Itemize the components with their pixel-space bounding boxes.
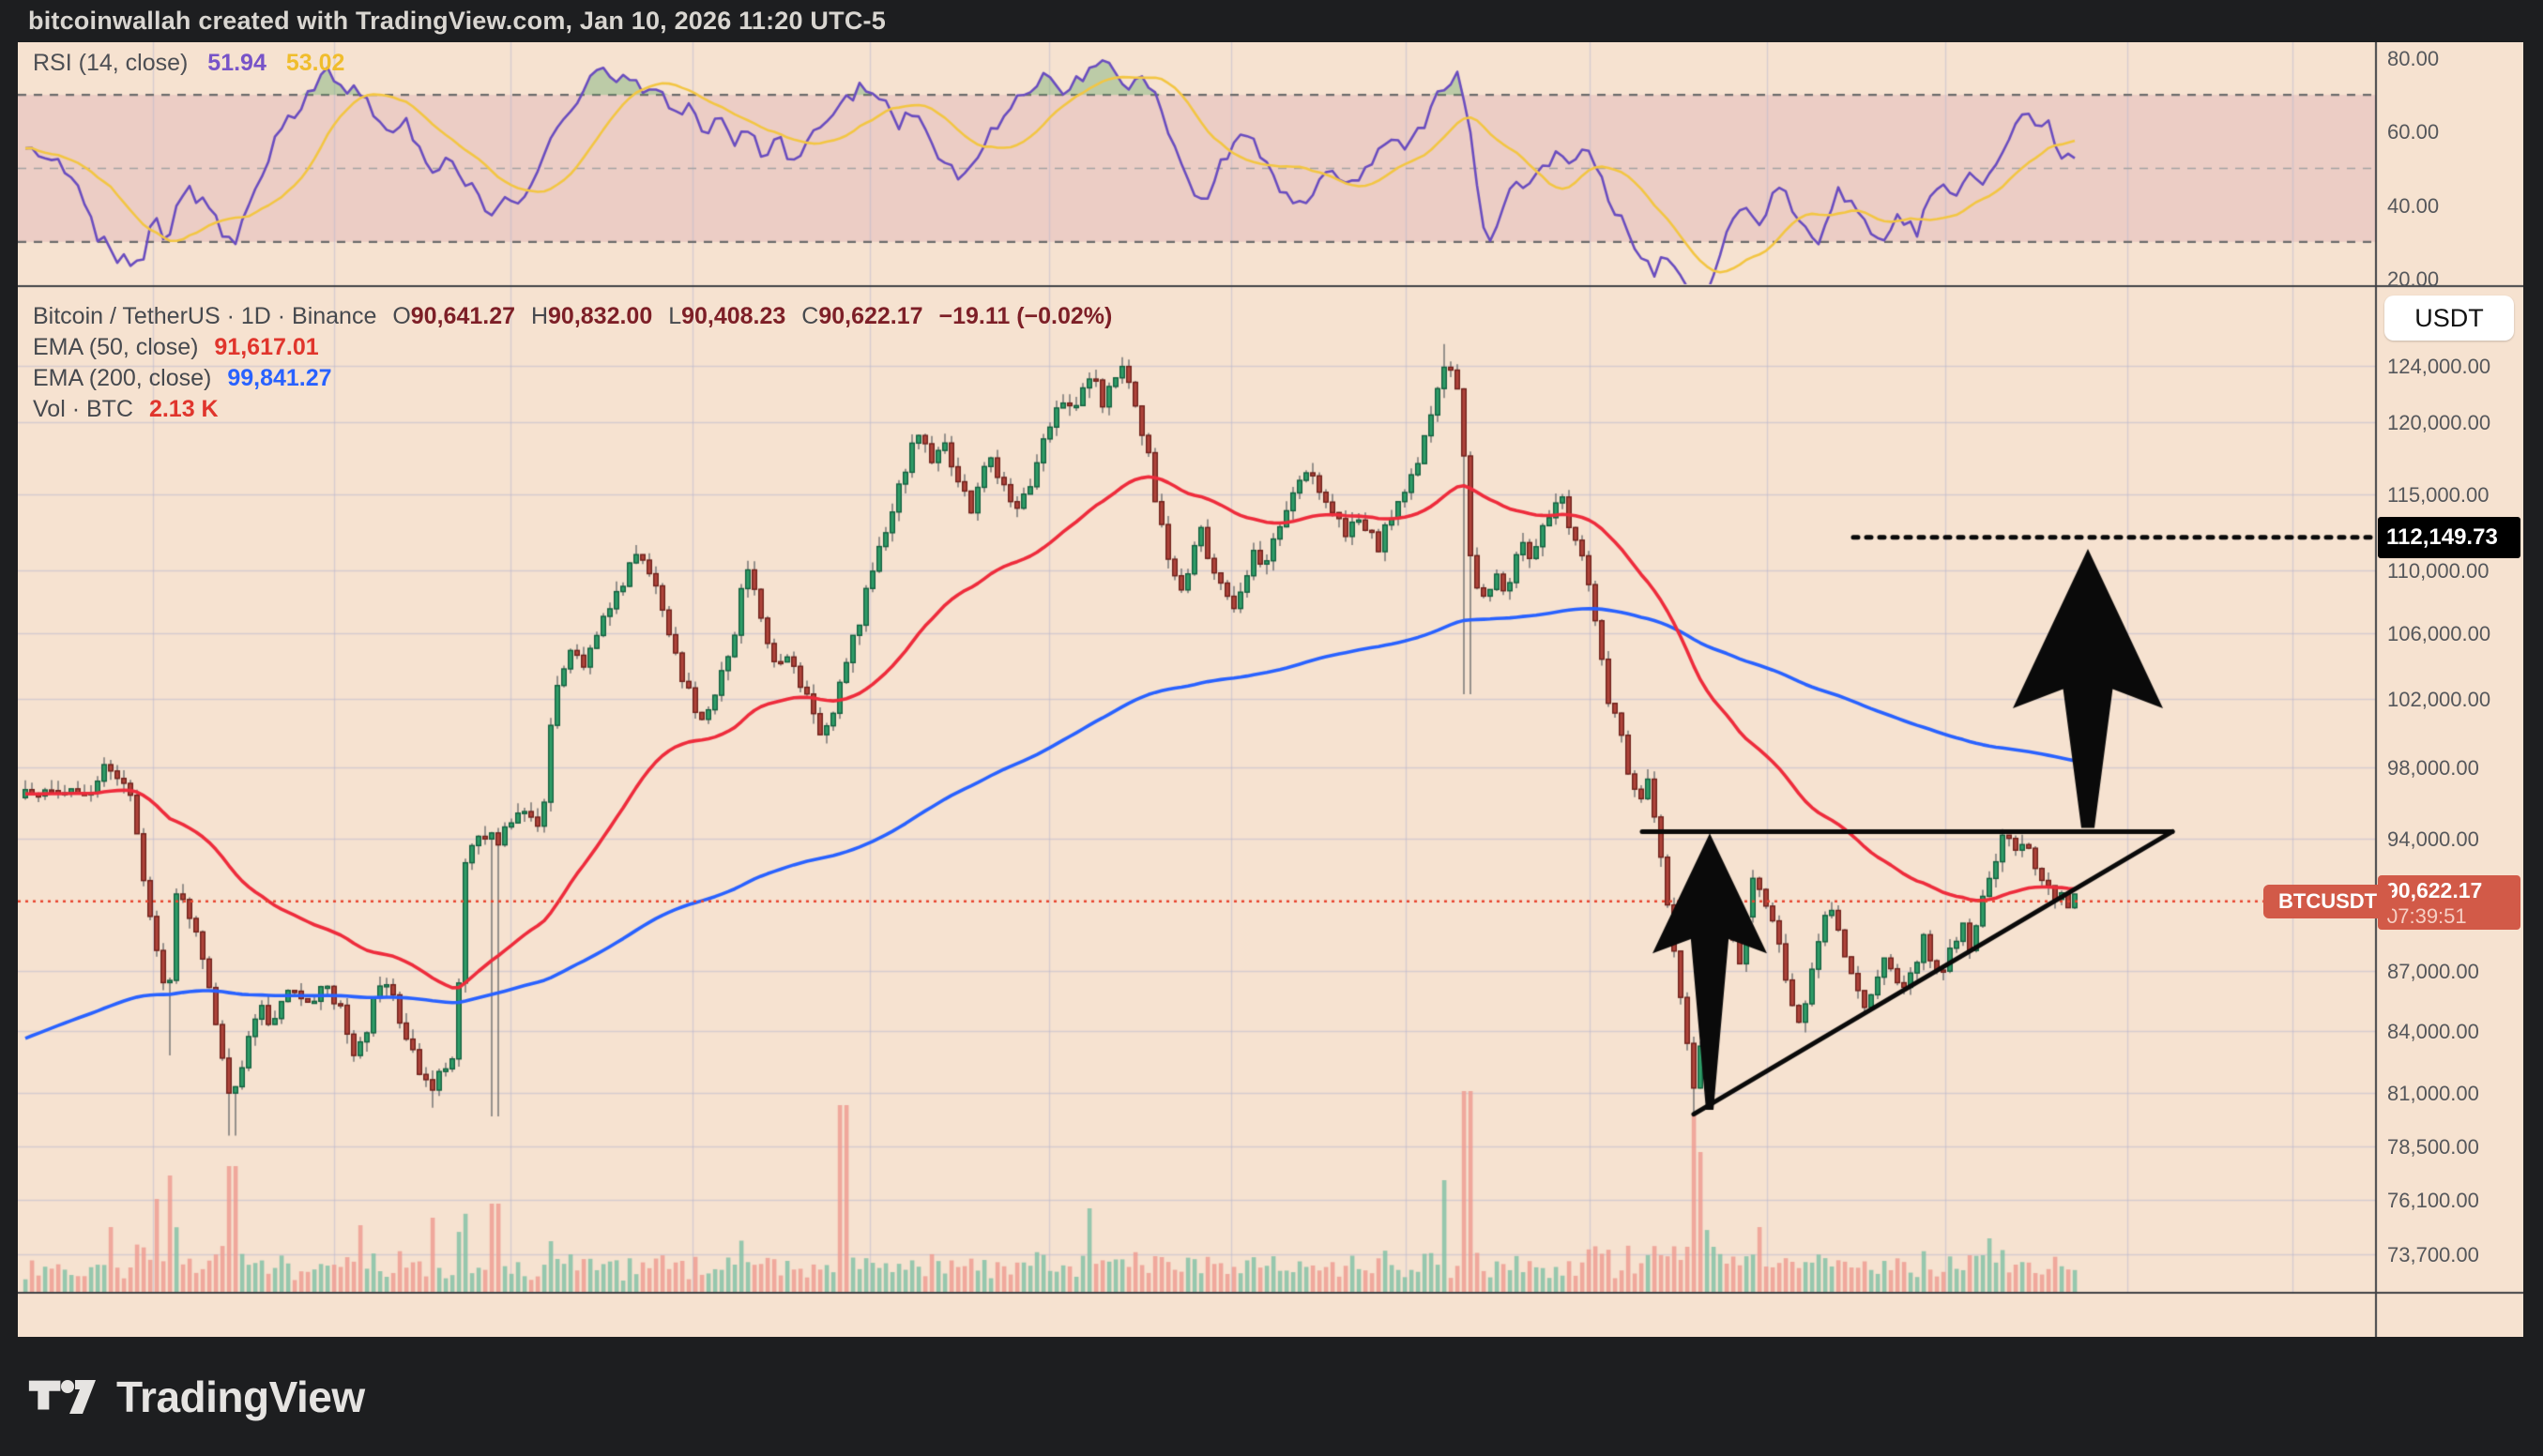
volume-legend-row: Vol · BTC 2.13 K [33,394,1121,425]
price-tick-label: 76,100.00 [2387,1188,2479,1212]
rsi-tick-label: 40.00 [2387,193,2440,218]
rsi-legend: RSI (14, close) 51.94 53.02 [33,50,344,77]
ema50-value: 91,617.01 [214,334,319,360]
ohlc-close: C90,622.17 [801,303,923,329]
price-tick-label: 98,000.00 [2387,756,2479,781]
price-tick-label: 124,000.00 [2387,355,2491,378]
last-price-label: 90,622.17 07:39:51 [2378,874,2520,930]
price-tick-label: 81,000.00 [2387,1082,2479,1105]
page-title: bitcoinwallah created with TradingView.c… [28,7,886,35]
price-axis[interactable]: 80.00 60.00 40.00 20.00 124,000.00 120,000.00… [2376,42,2523,1293]
price-tick-label: 115,000.00 [2387,483,2490,508]
rsi-value: 51.94 [207,50,266,76]
price-tick-label: 87,000.00 [2387,959,2479,983]
rsi-tick-label: 80.00 [2387,47,2440,70]
symbol-legend-row: Bitcoin / TetherUS · 1D · Binance O90,64… [33,301,1121,332]
volume-label: Vol · BTC [33,396,133,422]
price-tick-label: 102,000.00 [2387,688,2491,712]
ema200-legend-row: EMA (200, close) 99,841.27 [33,363,1121,394]
header-bar: bitcoinwallah created with TradingView.c… [0,0,2543,42]
ohlc-change: −19.11 (−0.02%) [938,303,1113,329]
tradingview-logo[interactable]: TradingView [28,1372,365,1422]
tradingview-brand-text: TradingView [116,1372,365,1421]
ohlc-low: L90,408.23 [668,303,786,329]
time-axis[interactable]: MarAprMayJunJulAugSepOctNovDec2026FebMar [18,1293,2523,1337]
price-tick-label: 94,000.00 [2387,827,2479,852]
rsi-legend-label: RSI (14, close) [33,50,189,76]
rsi-ma-value: 53.02 [285,50,345,76]
last-price-value: 90,622.17 [2386,877,2483,902]
price-tick-label: 84,000.00 [2387,1019,2479,1043]
ema200-label: EMA (200, close) [33,365,212,391]
tradingview-logo-icon [28,1379,96,1414]
price-tick-label: 106,000.00 [2387,622,2491,646]
target-price-label: 112,149.73 [2378,516,2520,558]
ema50-legend-row: EMA (50, close) 91,617.01 [33,332,1121,363]
price-tick-label: 110,000.00 [2387,559,2490,584]
chart-canvas[interactable] [18,42,2523,1337]
ohlc-open: O90,641.27 [392,303,515,329]
footer-bar: TradingView [0,1337,2543,1456]
currency-toggle-button[interactable]: USDT [2384,296,2514,341]
ohlc-high: H90,832.00 [530,303,653,329]
price-tick-label: 73,700.00 [2387,1242,2479,1266]
symbol-legend: Bitcoin / TetherUS · 1D · Binance O90,64… [33,301,1121,425]
rsi-tick-label: 20.00 [2387,267,2440,291]
ema200-value: 99,841.27 [227,365,332,391]
chart-area: RSI (14, close) 51.94 53.02 Bitcoin / Te… [18,42,2523,1337]
symbol-price-tag: BTCUSDT [2263,884,2393,918]
rsi-tick-label: 60.00 [2387,120,2440,144]
price-tick-label: 78,500.00 [2387,1135,2479,1160]
price-tick-label: 120,000.00 [2387,410,2491,434]
bar-countdown: 07:39:51 [2386,903,2467,928]
symbol-title: Bitcoin / TetherUS · 1D · Binance [33,303,377,329]
volume-value: 2.13 K [148,396,219,422]
ema50-label: EMA (50, close) [33,334,199,360]
